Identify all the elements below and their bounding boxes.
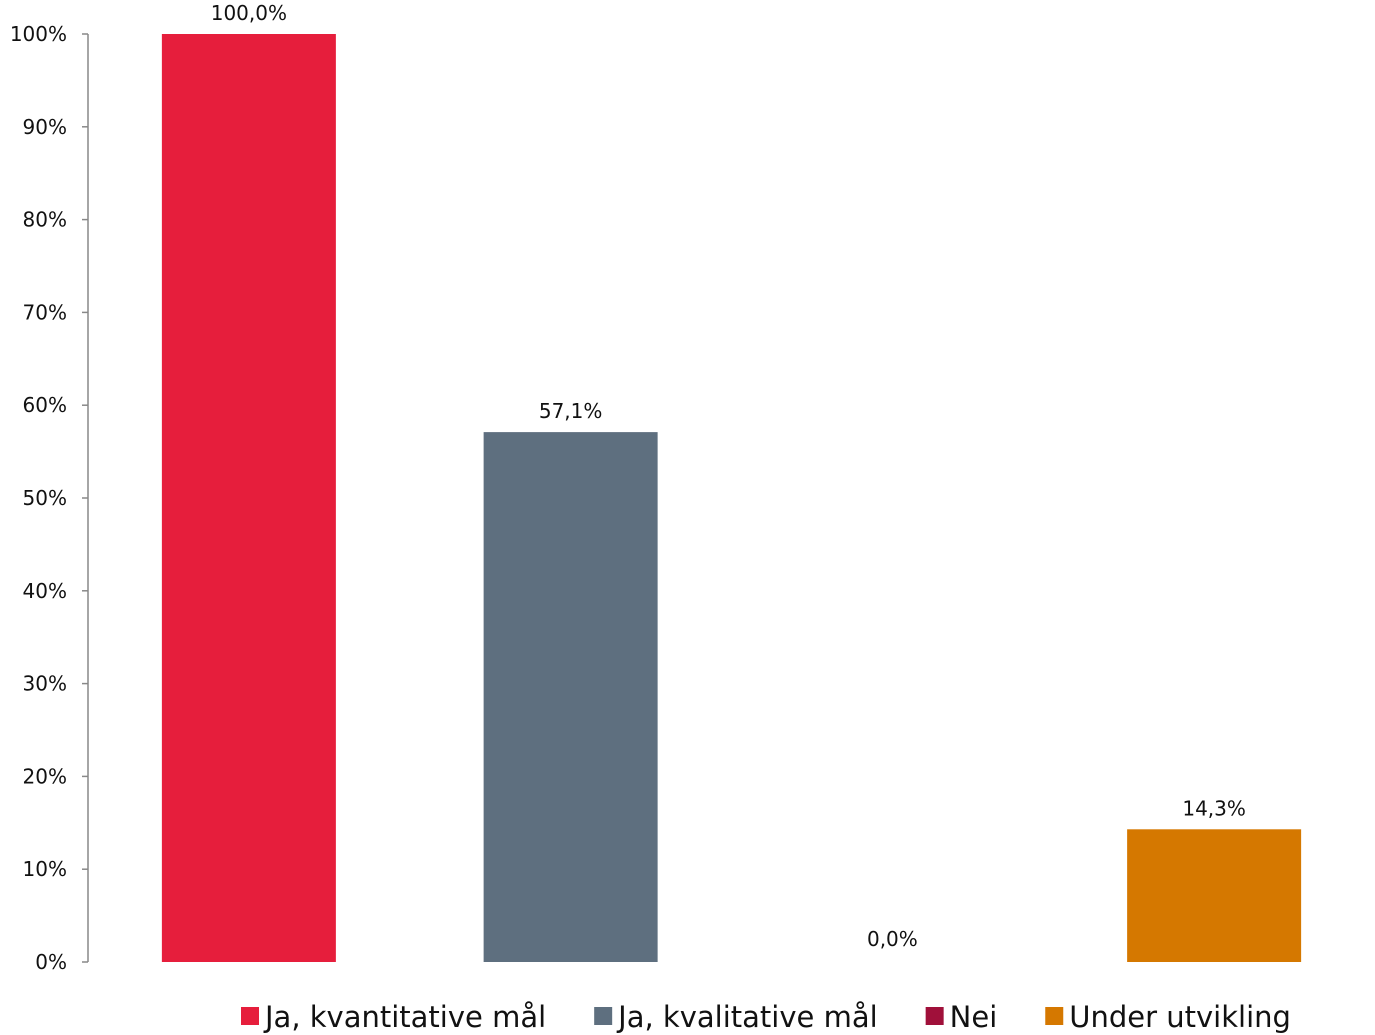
bar-data-label: 100,0% — [211, 1, 287, 25]
bar-data-label: 14,3% — [1182, 796, 1246, 820]
legend-label: Nei — [950, 1000, 998, 1034]
bar-data-label: 0,0% — [867, 927, 918, 951]
y-tick-label: 60% — [23, 393, 67, 417]
legend: Ja, kvantitative mål Ja, kvalitative mål N… — [241, 1000, 1291, 1034]
y-tick-label: 50% — [23, 486, 67, 510]
legend-label: Ja, kvalitative mål — [616, 1000, 877, 1034]
y-tick-label: 90% — [23, 115, 67, 139]
legend-label: Under utvikling — [1069, 1000, 1291, 1034]
y-tick-label: 40% — [23, 579, 67, 603]
bar — [161, 34, 336, 962]
legend-label: Ja, kvantitative mål — [263, 1000, 546, 1034]
data-labels: 100,0% 57,1% 0,0% 14,3% — [211, 1, 1246, 951]
bar-data-label: 57,1% — [539, 399, 603, 423]
legend-swatch — [1045, 1007, 1064, 1025]
bar — [1127, 829, 1302, 962]
bar — [483, 432, 658, 962]
y-tick-label: 100% — [10, 22, 67, 46]
bars — [161, 34, 1302, 962]
y-tick-label: 20% — [23, 764, 67, 788]
y-tick-label: 80% — [23, 208, 67, 232]
legend-swatch — [594, 1007, 613, 1025]
y-tick-label: 10% — [23, 857, 67, 881]
y-tick-label: 0% — [35, 950, 67, 974]
legend-swatch — [925, 1007, 944, 1025]
y-tick-label: 70% — [23, 300, 67, 324]
y-axis-ticks: 0% 10% 20% 30% 40% 50% 60% 70% 80% 90% 100% — [10, 22, 88, 974]
y-tick-label: 30% — [23, 672, 67, 696]
legend-swatch — [241, 1007, 259, 1025]
